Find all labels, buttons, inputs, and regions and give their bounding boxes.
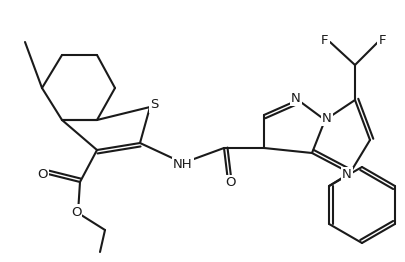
Text: F: F [321, 34, 329, 46]
Text: O: O [71, 205, 81, 219]
Text: F: F [378, 34, 386, 46]
Text: O: O [38, 168, 48, 182]
Text: N: N [342, 168, 352, 182]
Text: N: N [291, 91, 301, 105]
Text: NH: NH [173, 159, 193, 172]
Text: S: S [150, 99, 158, 112]
Text: N: N [322, 112, 332, 124]
Text: O: O [225, 177, 235, 189]
